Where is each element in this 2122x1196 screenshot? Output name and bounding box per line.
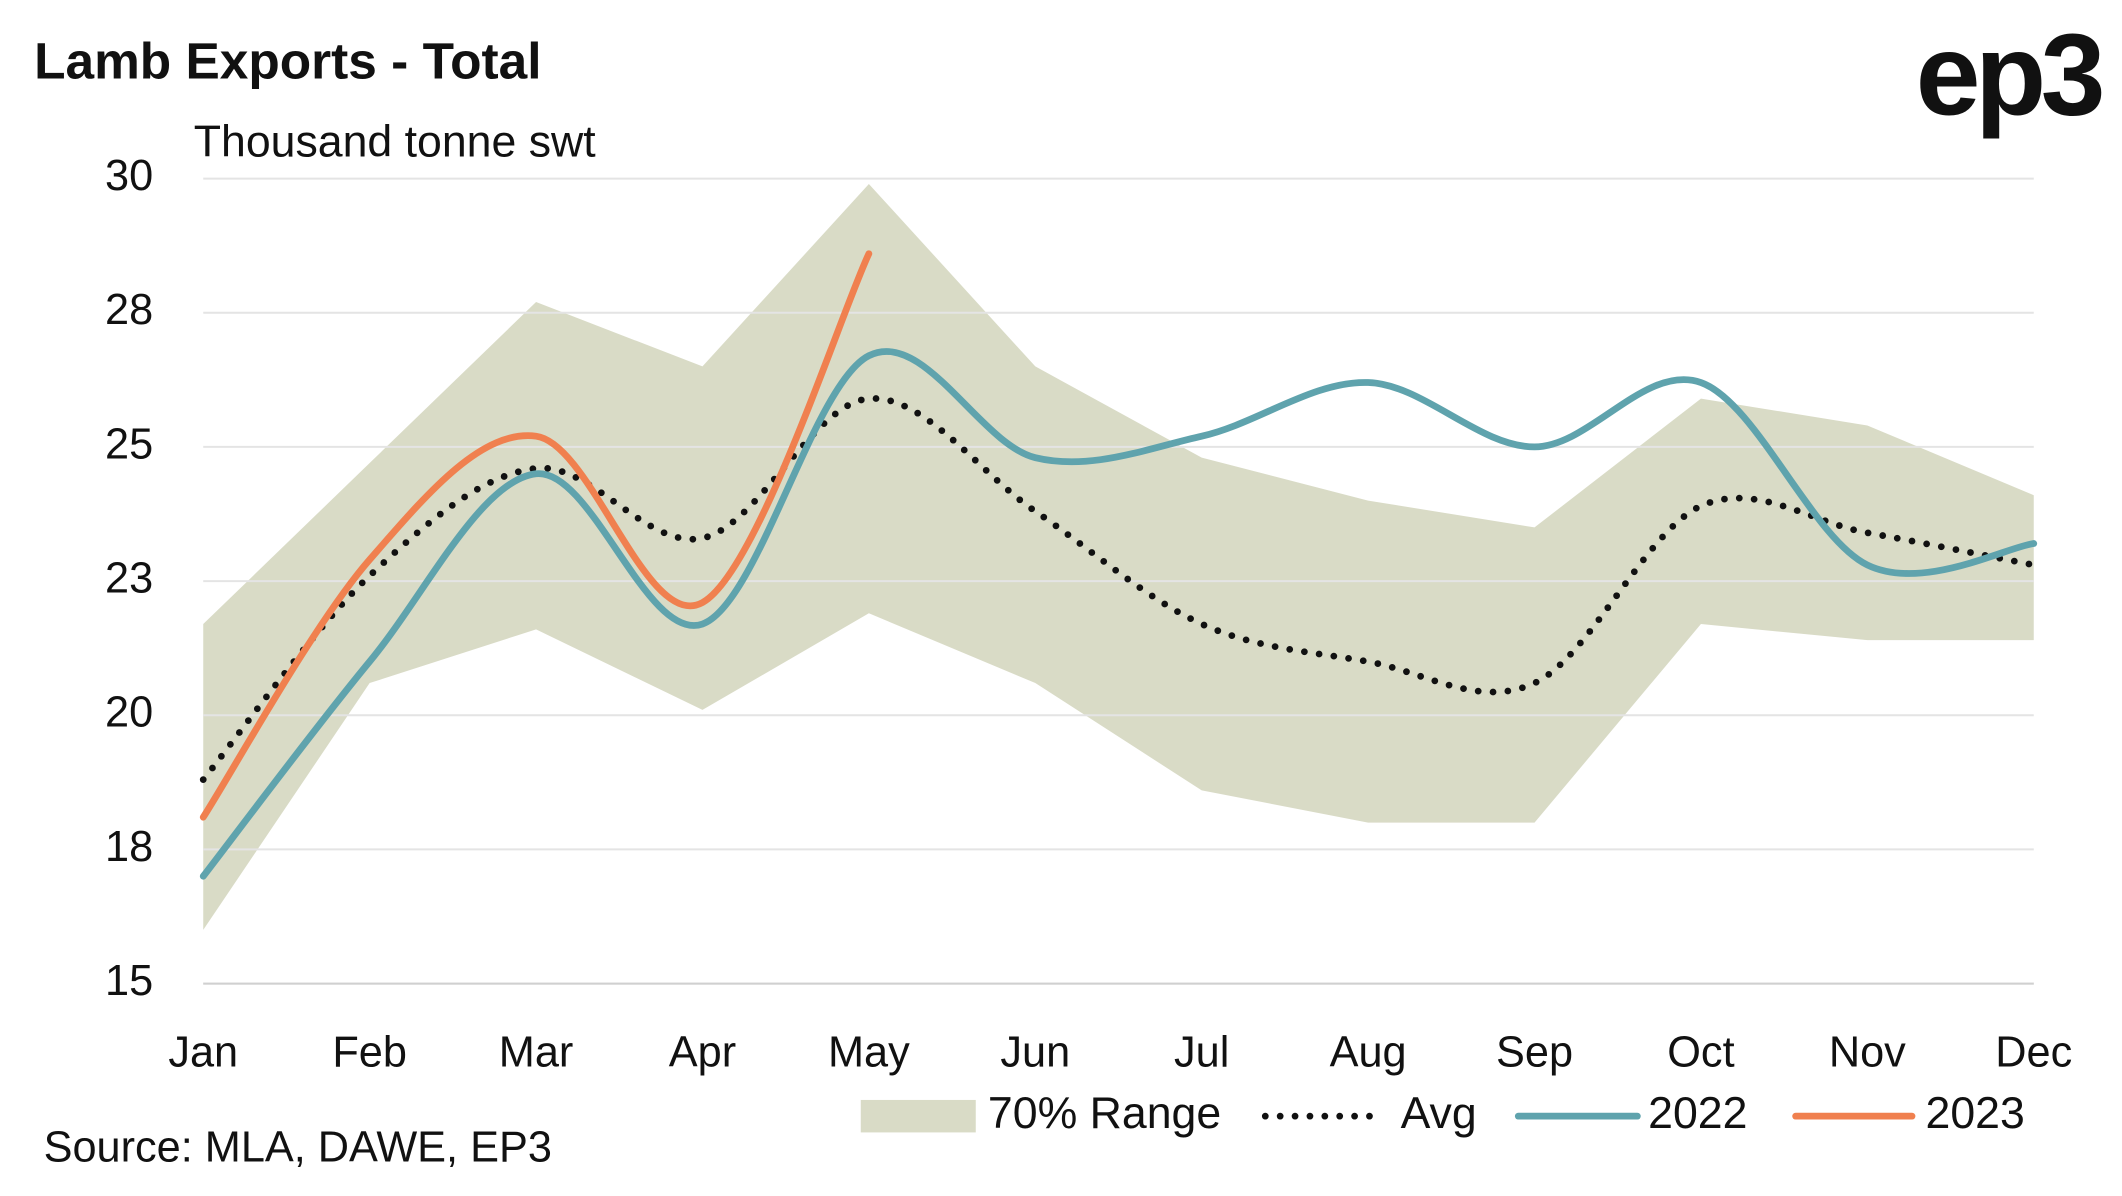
legend-label: 2023 [1926,1089,2025,1138]
x-tick-label: Aug [1330,1029,1407,1077]
x-tick-label: Feb [332,1029,407,1077]
y-tick-label: 15 [105,957,153,1005]
series-line [199,395,2038,784]
x-tick-label: Mar [499,1029,574,1077]
y-tick-label: 25 [105,420,153,468]
series-line [199,250,873,821]
chart-title: Lamb Exports - Total [34,32,541,90]
x-tick-label: Oct [1667,1029,1734,1077]
legend-label: 2022 [1648,1089,1747,1138]
y-tick-label: 18 [105,823,153,871]
x-tick-label: Sep [1496,1029,1573,1077]
x-tick-label: May [828,1029,910,1077]
series-line [199,348,2038,880]
axis-subtitle: Thousand tonne swt [194,118,596,167]
x-tick-label: Dec [1995,1029,2072,1077]
x-tick-label: Jul [1174,1029,1229,1077]
x-tick-label: Nov [1829,1029,1906,1077]
y-tick-label: 20 [105,689,153,737]
source-note: Source: MLA, DAWE, EP3 [44,1123,552,1171]
y-tick-label: 23 [105,555,153,603]
legend-label: Avg [1401,1089,1477,1138]
logo: ep3 [1916,10,2102,140]
legend-swatch [860,1099,976,1133]
x-tick-label: Jan [168,1029,238,1077]
y-tick-label: 30 [105,152,153,200]
x-tick-label: Jun [1000,1029,1070,1077]
y-tick-label: 28 [105,286,153,334]
range-band [203,183,2034,930]
x-tick-label: Apr [669,1029,736,1077]
legend-label: 70% Range [988,1089,1221,1138]
